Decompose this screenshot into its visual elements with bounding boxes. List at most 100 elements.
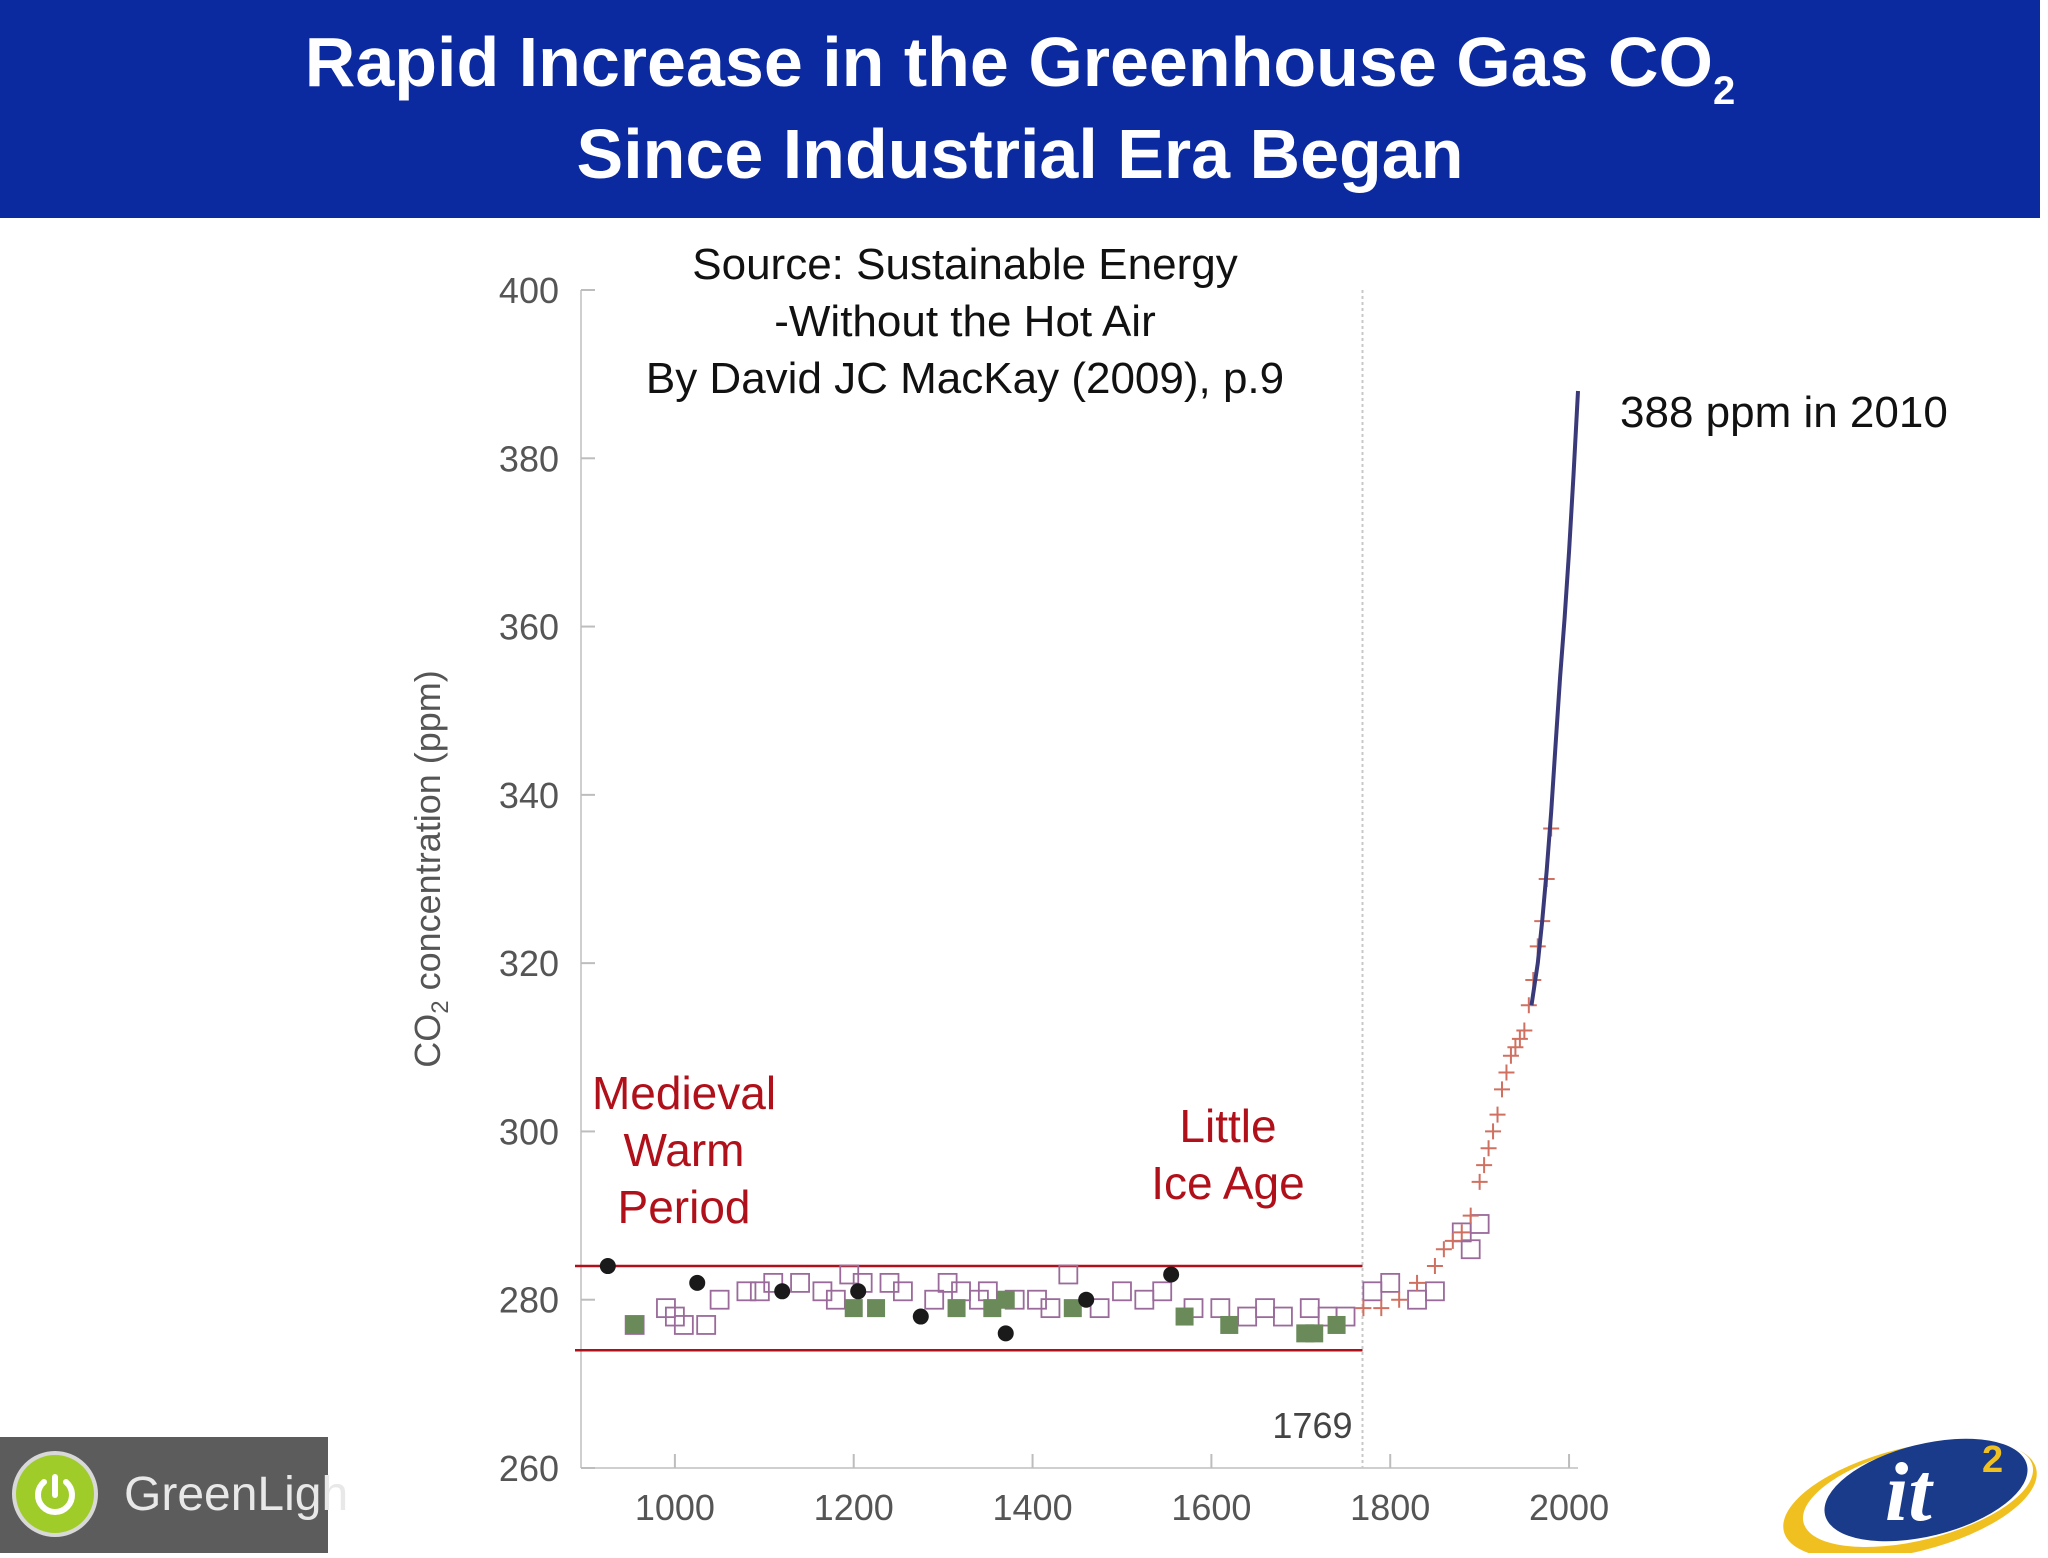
data-point-filled-square <box>844 1299 863 1318</box>
data-point-open-square <box>1255 1298 1275 1319</box>
ice-age-line-1: Little <box>1179 1100 1277 1152</box>
data-point-plus <box>1409 1274 1426 1291</box>
x-tick-label: 1000 <box>635 1487 715 1528</box>
data-point-open-square <box>1407 1289 1427 1310</box>
it2-text: it <box>1885 1446 1934 1539</box>
data-point-open-square <box>1134 1289 1155 1310</box>
data-point-filled-circle <box>850 1283 867 1300</box>
data-point-open-square <box>736 1281 757 1302</box>
title-banner: Rapid Increase in the Greenhouse Gas CO2… <box>0 0 2040 218</box>
data-point-filled-circle <box>912 1308 929 1325</box>
y-tick-label: 340 <box>499 775 559 816</box>
it2-superscript: 2 <box>1982 1439 2003 1481</box>
data-point-filled-square <box>1220 1315 1239 1334</box>
y-tick-label: 320 <box>499 943 559 984</box>
data-point-open-square <box>1425 1281 1445 1302</box>
medieval-line-1: Medieval <box>591 1067 777 1119</box>
source-line-1: Source: Sustainable Energy <box>692 240 1238 289</box>
data-point-plus <box>1462 1207 1479 1224</box>
medieval-line-3: Period <box>617 1181 751 1233</box>
data-point-plus <box>1391 1291 1408 1308</box>
data-point-open-square <box>673 1315 694 1335</box>
medieval-line-2: Warm <box>623 1124 745 1176</box>
data-point-open-square <box>924 1289 945 1310</box>
ice-age-line-2: Ice Age <box>1151 1157 1305 1209</box>
title-subscript: 2 <box>1712 69 1736 113</box>
data-point-filled-square <box>947 1299 966 1318</box>
data-point-open-square <box>1299 1298 1320 1319</box>
data-point-open-square <box>1112 1281 1132 1302</box>
data-point-filled-square <box>1327 1315 1346 1334</box>
data-point-plus <box>1480 1140 1497 1157</box>
data-point-open-square <box>709 1289 730 1310</box>
data-point-filled-square <box>1305 1324 1324 1343</box>
data-point-plus <box>1511 1030 1528 1047</box>
marker-year-label: 1769 <box>1272 1405 1352 1446</box>
data-point-plus <box>1485 1123 1502 1140</box>
data-point-open-square <box>1040 1298 1061 1319</box>
data-point-open-square <box>893 1281 913 1302</box>
data-point-open-square <box>790 1272 810 1293</box>
data-point-filled-square <box>1175 1307 1194 1326</box>
greenlight-text: GreenLigh <box>124 1468 349 1521</box>
greenlight-logo: GreenLigh <box>0 1437 348 1553</box>
data-point-open-square <box>1273 1306 1293 1327</box>
data-point-open-square <box>1380 1272 1401 1293</box>
data-point-filled-square <box>625 1315 644 1334</box>
instrumental-co2-line <box>1529 390 1580 1006</box>
data-point-plus <box>1516 1022 1533 1039</box>
y-tick-label: 280 <box>499 1280 559 1321</box>
y-axis-label: CO2 concentration (ppm) <box>407 670 454 1068</box>
y-tick-label: 360 <box>499 607 559 648</box>
data-point-filled-circle <box>997 1325 1014 1342</box>
data-point-plus <box>1426 1258 1443 1275</box>
x-tick-label: 1800 <box>1350 1487 1430 1528</box>
data-point-plus <box>1498 1064 1515 1081</box>
data-point-plus <box>1507 1039 1524 1056</box>
x-tick-label: 1200 <box>814 1487 894 1528</box>
data-point-open-square <box>1469 1214 1490 1234</box>
title-line-1: Rapid Increase in the Greenhouse Gas CO2 <box>0 20 2040 133</box>
data-point-open-square <box>1152 1281 1173 1302</box>
data-point-filled-square <box>1063 1299 1082 1318</box>
data-point-plus <box>1355 1300 1372 1317</box>
data-point-plus <box>1489 1106 1506 1123</box>
y-tick-label: 260 <box>499 1448 559 1489</box>
title-text: Rapid Increase in the Greenhouse Gas CO <box>304 23 1713 101</box>
data-point-plus <box>1373 1300 1390 1317</box>
data-point-filled-circle <box>689 1274 706 1291</box>
data-point-open-square <box>1460 1239 1481 1260</box>
y-tick-label: 400 <box>499 270 559 311</box>
data-point-plus <box>1520 997 1537 1014</box>
x-tick-label: 2000 <box>1529 1487 1609 1528</box>
data-point-filled-circle <box>774 1283 791 1300</box>
data-point-open-square <box>696 1315 717 1335</box>
data-point-filled-circle <box>599 1258 616 1275</box>
data-point-plus <box>1476 1157 1493 1174</box>
it2-logo: it 2 <box>1750 1420 2048 1558</box>
data-point-open-square <box>1237 1306 1258 1327</box>
current-value-annotation: 388 ppm in 2010 <box>1620 388 1948 437</box>
title-line-2: Since Industrial Era Began <box>576 115 1464 193</box>
data-point-plus <box>1444 1232 1461 1249</box>
x-tick-label: 1600 <box>1171 1487 1251 1528</box>
data-point-plus <box>1502 1047 1519 1064</box>
source-line-3: By David JC MacKay (2009), p.9 <box>645 354 1285 403</box>
data-point-plus <box>1453 1224 1470 1241</box>
y-tick-label: 300 <box>499 1111 559 1152</box>
data-point-plus <box>1435 1241 1452 1258</box>
data-point-open-square <box>763 1272 784 1293</box>
data-point-filled-circle <box>1078 1291 1095 1308</box>
data-point-filled-square <box>867 1299 886 1318</box>
data-point-open-square <box>1058 1264 1079 1285</box>
source-line-2: -Without the Hot Air <box>774 297 1156 346</box>
data-point-filled-square <box>996 1290 1015 1309</box>
y-tick-label: 380 <box>499 438 559 479</box>
little-ice-age-label: Little Ice Age <box>1128 1098 1328 1212</box>
data-point-plus <box>1494 1081 1510 1098</box>
data-point-plus <box>1471 1173 1488 1190</box>
data-point-open-square <box>1089 1298 1110 1319</box>
power-icon <box>12 1451 98 1537</box>
data-point-open-square <box>1362 1281 1383 1302</box>
